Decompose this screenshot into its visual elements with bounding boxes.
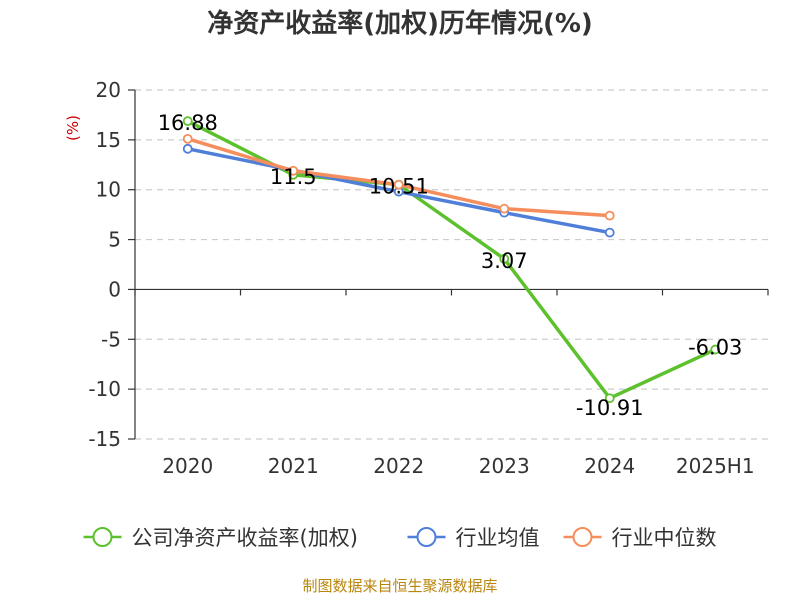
legend-swatch-marker — [92, 527, 113, 547]
y-tick-label: -5 — [101, 327, 121, 351]
data-label: 10.51 — [369, 175, 429, 199]
legend-item-2: 行业均值 — [407, 526, 540, 550]
series-lines — [186, 119, 716, 400]
y-tick-label: 10 — [96, 178, 121, 202]
series-point-1 — [499, 253, 510, 264]
legend-label: 行业中位数 — [612, 526, 717, 550]
y-tick-label: -10 — [88, 377, 121, 401]
data-labels: 16.88 11.5 10.51 3.07 -10.91 -6.03 — [158, 111, 743, 420]
x-tick-label: 2024 — [584, 454, 635, 478]
series-point-1 — [710, 344, 721, 355]
x-tick-label: 2020 — [162, 454, 213, 478]
series-point-1 — [604, 393, 615, 404]
y-tick-label: 15 — [96, 128, 121, 152]
x-tick-label: 2025H1 — [676, 454, 755, 478]
x-tick-labels: 2020 2021 2022 2023 2024 2025H1 — [162, 454, 754, 478]
legend-item-1: 公司净资产收益率(加权) — [83, 526, 358, 550]
series-point-3 — [393, 179, 404, 190]
series-point-1 — [182, 116, 193, 127]
series-point-3 — [182, 133, 193, 144]
data-label: 3.07 — [481, 249, 528, 273]
y-tick-label: -15 — [88, 427, 121, 451]
source-note: 制图数据来自恒生聚源数据库 — [302, 577, 497, 595]
y-tick-labels: 20 15 10 5 0 -5 -10 -15 — [88, 78, 121, 451]
legend-label: 行业均值 — [456, 526, 540, 550]
series-point-3 — [604, 210, 615, 221]
y-axis-unit: (%) — [64, 115, 82, 141]
legend-item-3: 行业中位数 — [563, 526, 717, 550]
y-tick-label: 5 — [108, 228, 121, 252]
data-label: 16.88 — [158, 111, 218, 135]
legend-swatch-marker — [416, 527, 437, 547]
data-label: 11.5 — [270, 165, 317, 189]
legend-label: 公司净资产收益率(加权) — [132, 526, 358, 550]
data-label: -6.03 — [688, 336, 742, 360]
x-tick-label: 2023 — [479, 454, 530, 478]
x-tick-label: 2022 — [373, 454, 424, 478]
series-points — [182, 116, 721, 404]
chart-title: 净资产收益率(加权)历年情况(%) — [207, 8, 593, 39]
axes — [128, 89, 769, 440]
x-tick-label: 2021 — [268, 454, 319, 478]
legend-swatch-marker — [572, 527, 593, 547]
series-point-2 — [604, 227, 615, 238]
data-label: -10.91 — [576, 396, 644, 420]
legend: 公司净资产收益率(加权) 行业均值 行业中位数 — [83, 526, 717, 550]
series-point-3 — [288, 165, 299, 176]
series-point-2 — [182, 143, 193, 154]
series-point-3 — [499, 203, 510, 214]
y-tick-label: 20 — [96, 78, 121, 102]
y-tick-label: 0 — [108, 277, 121, 301]
